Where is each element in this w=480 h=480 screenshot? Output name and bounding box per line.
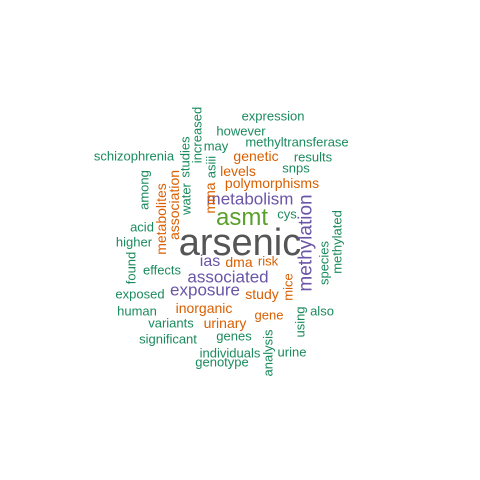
word-asmt: asmt	[215, 204, 269, 231]
word-genes: genes	[216, 328, 252, 344]
word-metabolism: metabolism	[206, 189, 294, 209]
word-cys: cys	[277, 206, 297, 222]
word-gene: gene	[254, 307, 284, 323]
word-human: human	[117, 303, 157, 319]
word-study: study	[245, 286, 279, 302]
word-also: also	[310, 303, 334, 319]
word-mice: mice	[280, 273, 296, 301]
word-inorganic: inorganic	[175, 300, 233, 316]
word-metabolites: metabolites	[153, 183, 169, 255]
word-mma: mma	[202, 182, 218, 214]
word-exposed: exposed	[115, 286, 165, 302]
word-urinary: urinary	[203, 315, 247, 331]
word-exposure: exposure	[170, 280, 240, 300]
word-among: among	[136, 170, 152, 210]
word-water: water	[178, 183, 194, 215]
word-schizophrenia: schizophrenia	[93, 148, 175, 164]
word-may: may	[203, 138, 229, 154]
word-using: using	[292, 306, 308, 338]
word-variants: variants	[148, 315, 194, 331]
word-results: results	[293, 149, 333, 165]
word-studies: studies	[177, 136, 193, 178]
word-methylated: methylated	[329, 210, 345, 274]
word-arsenic: arsenic	[178, 222, 302, 264]
word-polymorphisms: polymorphisms	[224, 175, 320, 191]
word-analysis: analysis	[260, 329, 276, 377]
word-ias: ias	[199, 253, 221, 270]
word-expression: expression	[241, 108, 305, 124]
word-methyltransferase: methyltransferase	[245, 134, 349, 150]
word-individuals: individuals	[199, 345, 261, 361]
word-methylation: methylation	[295, 194, 317, 292]
word-found: found	[123, 251, 139, 285]
word-levels: levels	[220, 163, 256, 179]
word-however: however	[216, 123, 266, 139]
word-risk: risk	[257, 253, 279, 269]
word-acid: acid	[130, 219, 154, 235]
word-genotype: genotype	[195, 354, 249, 370]
word-higher: higher	[115, 234, 153, 250]
word-snps: snps	[282, 160, 310, 176]
word-genetic: genetic	[233, 148, 279, 164]
word-asiii: asiii	[203, 155, 219, 179]
word-effects: effects	[142, 262, 182, 278]
word-dma: dma	[225, 254, 253, 270]
word-associated: associated	[187, 267, 269, 287]
word-significant: significant	[139, 331, 197, 347]
word-urine: urine	[277, 344, 307, 360]
